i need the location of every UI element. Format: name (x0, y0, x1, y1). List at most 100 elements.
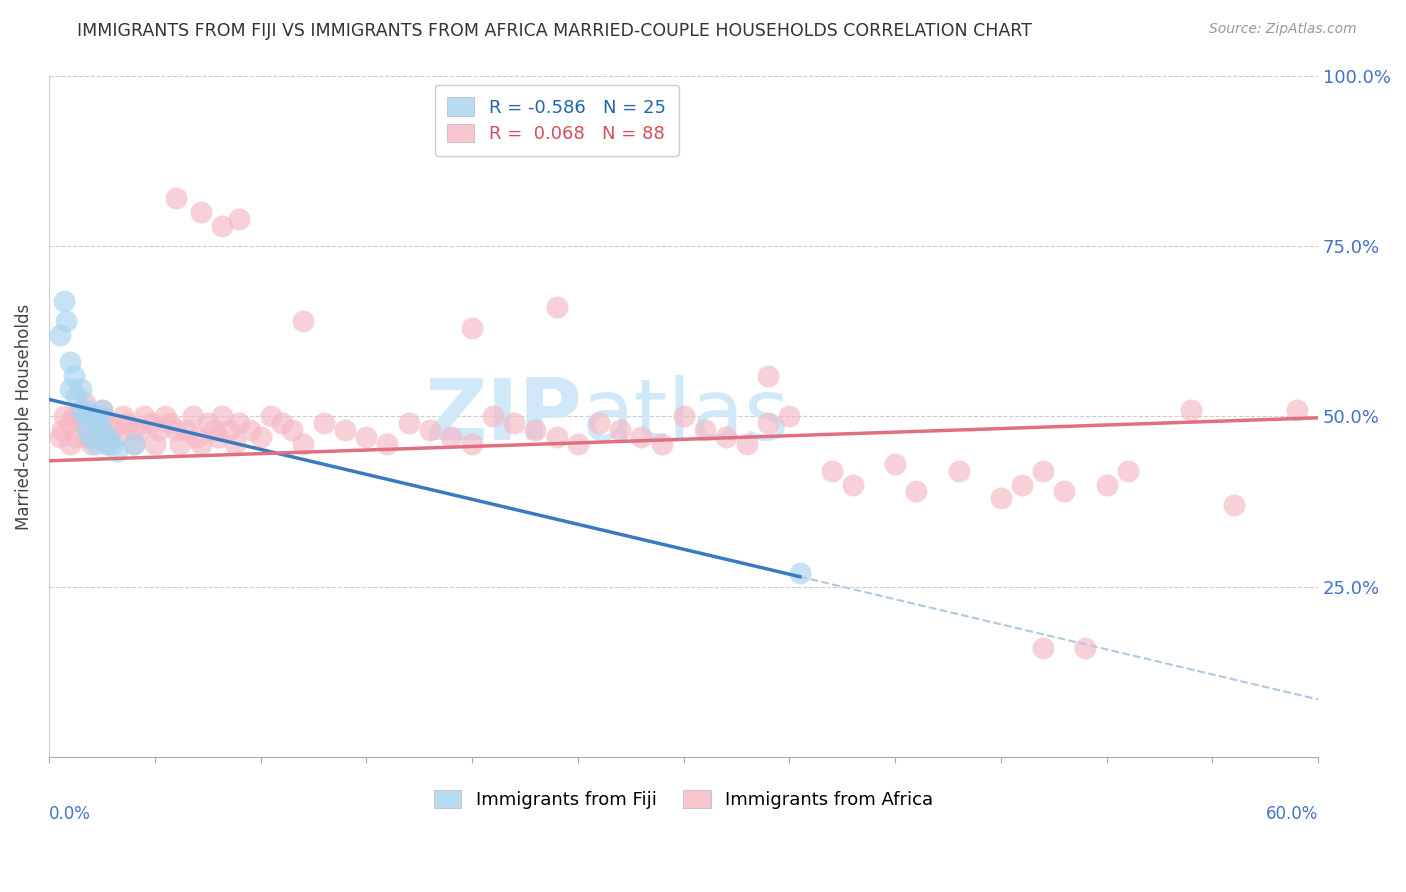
Point (51, 423, 73, 437)
Point (65, 389, 87, 403)
Point (176, 423, 198, 437)
Point (312, 417, 335, 431)
Point (84, 436, 107, 450)
Point (97, 436, 120, 450)
Point (148, 423, 170, 437)
Point (139, 417, 162, 431)
Point (86, 409, 108, 424)
Point (69, 417, 91, 431)
Point (546, 430, 568, 444)
Point (249, 430, 271, 444)
Point (159, 417, 181, 431)
Point (169, 436, 191, 450)
Point (76, 430, 98, 444)
Point (789, 566, 811, 581)
Point (651, 436, 673, 450)
Point (1116, 464, 1139, 478)
Point (356, 430, 378, 444)
Point (80, 430, 103, 444)
Point (1032, 464, 1054, 478)
Point (101, 436, 124, 450)
Point (503, 417, 526, 431)
Point (239, 423, 262, 437)
Point (94, 417, 117, 431)
Point (567, 436, 589, 450)
Point (461, 321, 484, 335)
Point (122, 423, 145, 437)
Point (228, 417, 250, 431)
Point (1222, 498, 1244, 512)
Point (90, 402, 112, 417)
Text: 0.0%: 0.0% (49, 805, 91, 823)
Point (129, 423, 152, 437)
Legend: Immigrants from Fiji, Immigrants from Africa: Immigrants from Fiji, Immigrants from Af… (427, 783, 941, 816)
Point (1032, 641, 1054, 656)
Point (270, 417, 292, 431)
Text: atlas: atlas (582, 375, 790, 458)
Point (76, 402, 98, 417)
Point (134, 409, 156, 424)
Point (69, 402, 91, 417)
Point (181, 409, 204, 424)
Point (672, 409, 695, 424)
Point (190, 205, 212, 219)
Point (59, 355, 82, 369)
Point (111, 409, 134, 424)
Point (165, 191, 187, 205)
Point (86, 430, 108, 444)
Point (377, 436, 399, 450)
Point (80, 409, 103, 424)
Point (115, 417, 138, 431)
Point (524, 423, 547, 437)
Text: Source: ZipAtlas.com: Source: ZipAtlas.com (1209, 22, 1357, 37)
Point (1095, 477, 1118, 491)
Point (63, 368, 86, 383)
Point (281, 423, 304, 437)
Point (122, 436, 145, 450)
Point (80, 409, 103, 424)
Point (440, 430, 463, 444)
Point (218, 423, 240, 437)
Point (59, 436, 82, 450)
Point (155, 409, 177, 424)
Point (260, 409, 283, 424)
Point (207, 430, 229, 444)
Point (693, 423, 716, 437)
Point (291, 314, 314, 328)
Point (69, 382, 91, 396)
Text: 60.0%: 60.0% (1265, 805, 1319, 823)
Point (211, 219, 233, 233)
Point (94, 436, 117, 450)
Point (461, 436, 484, 450)
Point (778, 409, 800, 424)
Point (186, 430, 208, 444)
Point (398, 417, 420, 431)
Point (73, 409, 96, 424)
Point (1011, 477, 1033, 491)
Point (756, 417, 779, 431)
Point (1074, 641, 1097, 656)
Text: IMMIGRANTS FROM FIJI VS IMMIGRANTS FROM AFRICA MARRIED-COUPLE HOUSEHOLDS CORRELA: IMMIGRANTS FROM FIJI VS IMMIGRANTS FROM … (77, 22, 1032, 40)
Point (80, 436, 103, 450)
Point (546, 301, 568, 315)
Point (291, 436, 314, 450)
Point (419, 423, 441, 437)
Point (165, 423, 187, 437)
Point (90, 423, 112, 437)
Point (211, 409, 233, 424)
Point (990, 491, 1012, 506)
Point (588, 417, 610, 431)
Point (1053, 484, 1076, 499)
Point (609, 423, 631, 437)
Point (333, 423, 356, 437)
Point (122, 436, 145, 450)
Point (90, 409, 112, 424)
Point (842, 477, 865, 491)
Point (48, 430, 70, 444)
Point (820, 464, 842, 478)
Point (101, 423, 124, 437)
Point (190, 436, 212, 450)
Point (228, 211, 250, 226)
Point (714, 430, 737, 444)
Point (735, 436, 758, 450)
